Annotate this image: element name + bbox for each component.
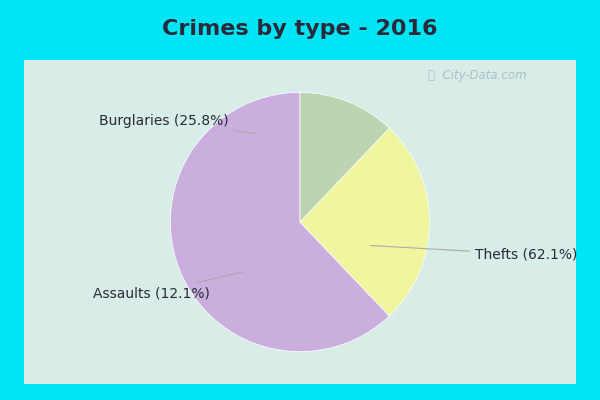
Text: Assaults (12.1%): Assaults (12.1%) [92, 272, 243, 300]
Wedge shape [300, 128, 430, 316]
Wedge shape [170, 92, 389, 352]
Text: Crimes by type - 2016: Crimes by type - 2016 [162, 18, 438, 39]
Text: ⓘ  City-Data.com: ⓘ City-Data.com [428, 69, 527, 82]
Wedge shape [300, 92, 389, 222]
Text: Burglaries (25.8%): Burglaries (25.8%) [99, 114, 256, 134]
Text: Thefts (62.1%): Thefts (62.1%) [370, 246, 577, 262]
